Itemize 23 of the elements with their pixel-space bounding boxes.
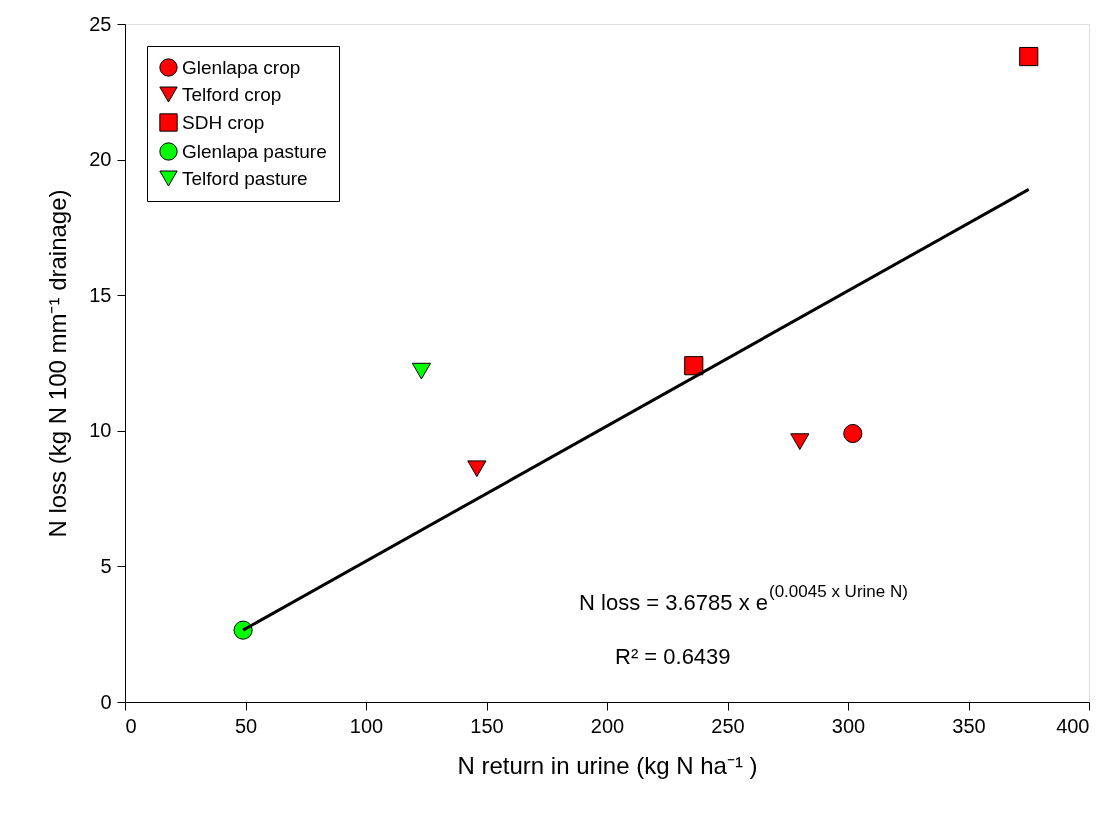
x-axis-title: N return in urine (kg N ha⁻¹ )	[457, 751, 758, 779]
x-tick-label: 0	[125, 714, 137, 737]
x-tick-label: 250	[711, 714, 745, 737]
x-tick-label: 300	[831, 714, 866, 737]
y-tick-label: 0	[100, 690, 112, 713]
y-tick-label: 25	[89, 12, 112, 35]
x-tick-label: 400	[1056, 714, 1090, 737]
y-tick-label: 5	[100, 554, 112, 577]
y-axis-title: N loss (kg N 100 mm⁻¹ drainage)	[44, 189, 72, 538]
x-tick-label: 150	[470, 714, 504, 737]
x-tick-label: 350	[952, 714, 986, 737]
x-tick-label: 50	[234, 714, 258, 737]
annotation: R² = 0.6439	[615, 644, 731, 669]
legend-label: Glenlapa pasture	[182, 140, 327, 162]
legend-label: SDH crop	[182, 111, 265, 133]
y-tick-label: 20	[89, 148, 112, 171]
y-tick-label: 15	[89, 283, 112, 306]
x-tick-label: 200	[590, 714, 625, 737]
legend-label: Telford crop	[182, 83, 282, 105]
legend-label: Telford pasture	[182, 167, 308, 189]
x-tick-label: 100	[349, 714, 384, 737]
y-tick-label: 10	[89, 419, 112, 442]
legend-label: Glenlapa crop	[182, 56, 301, 78]
